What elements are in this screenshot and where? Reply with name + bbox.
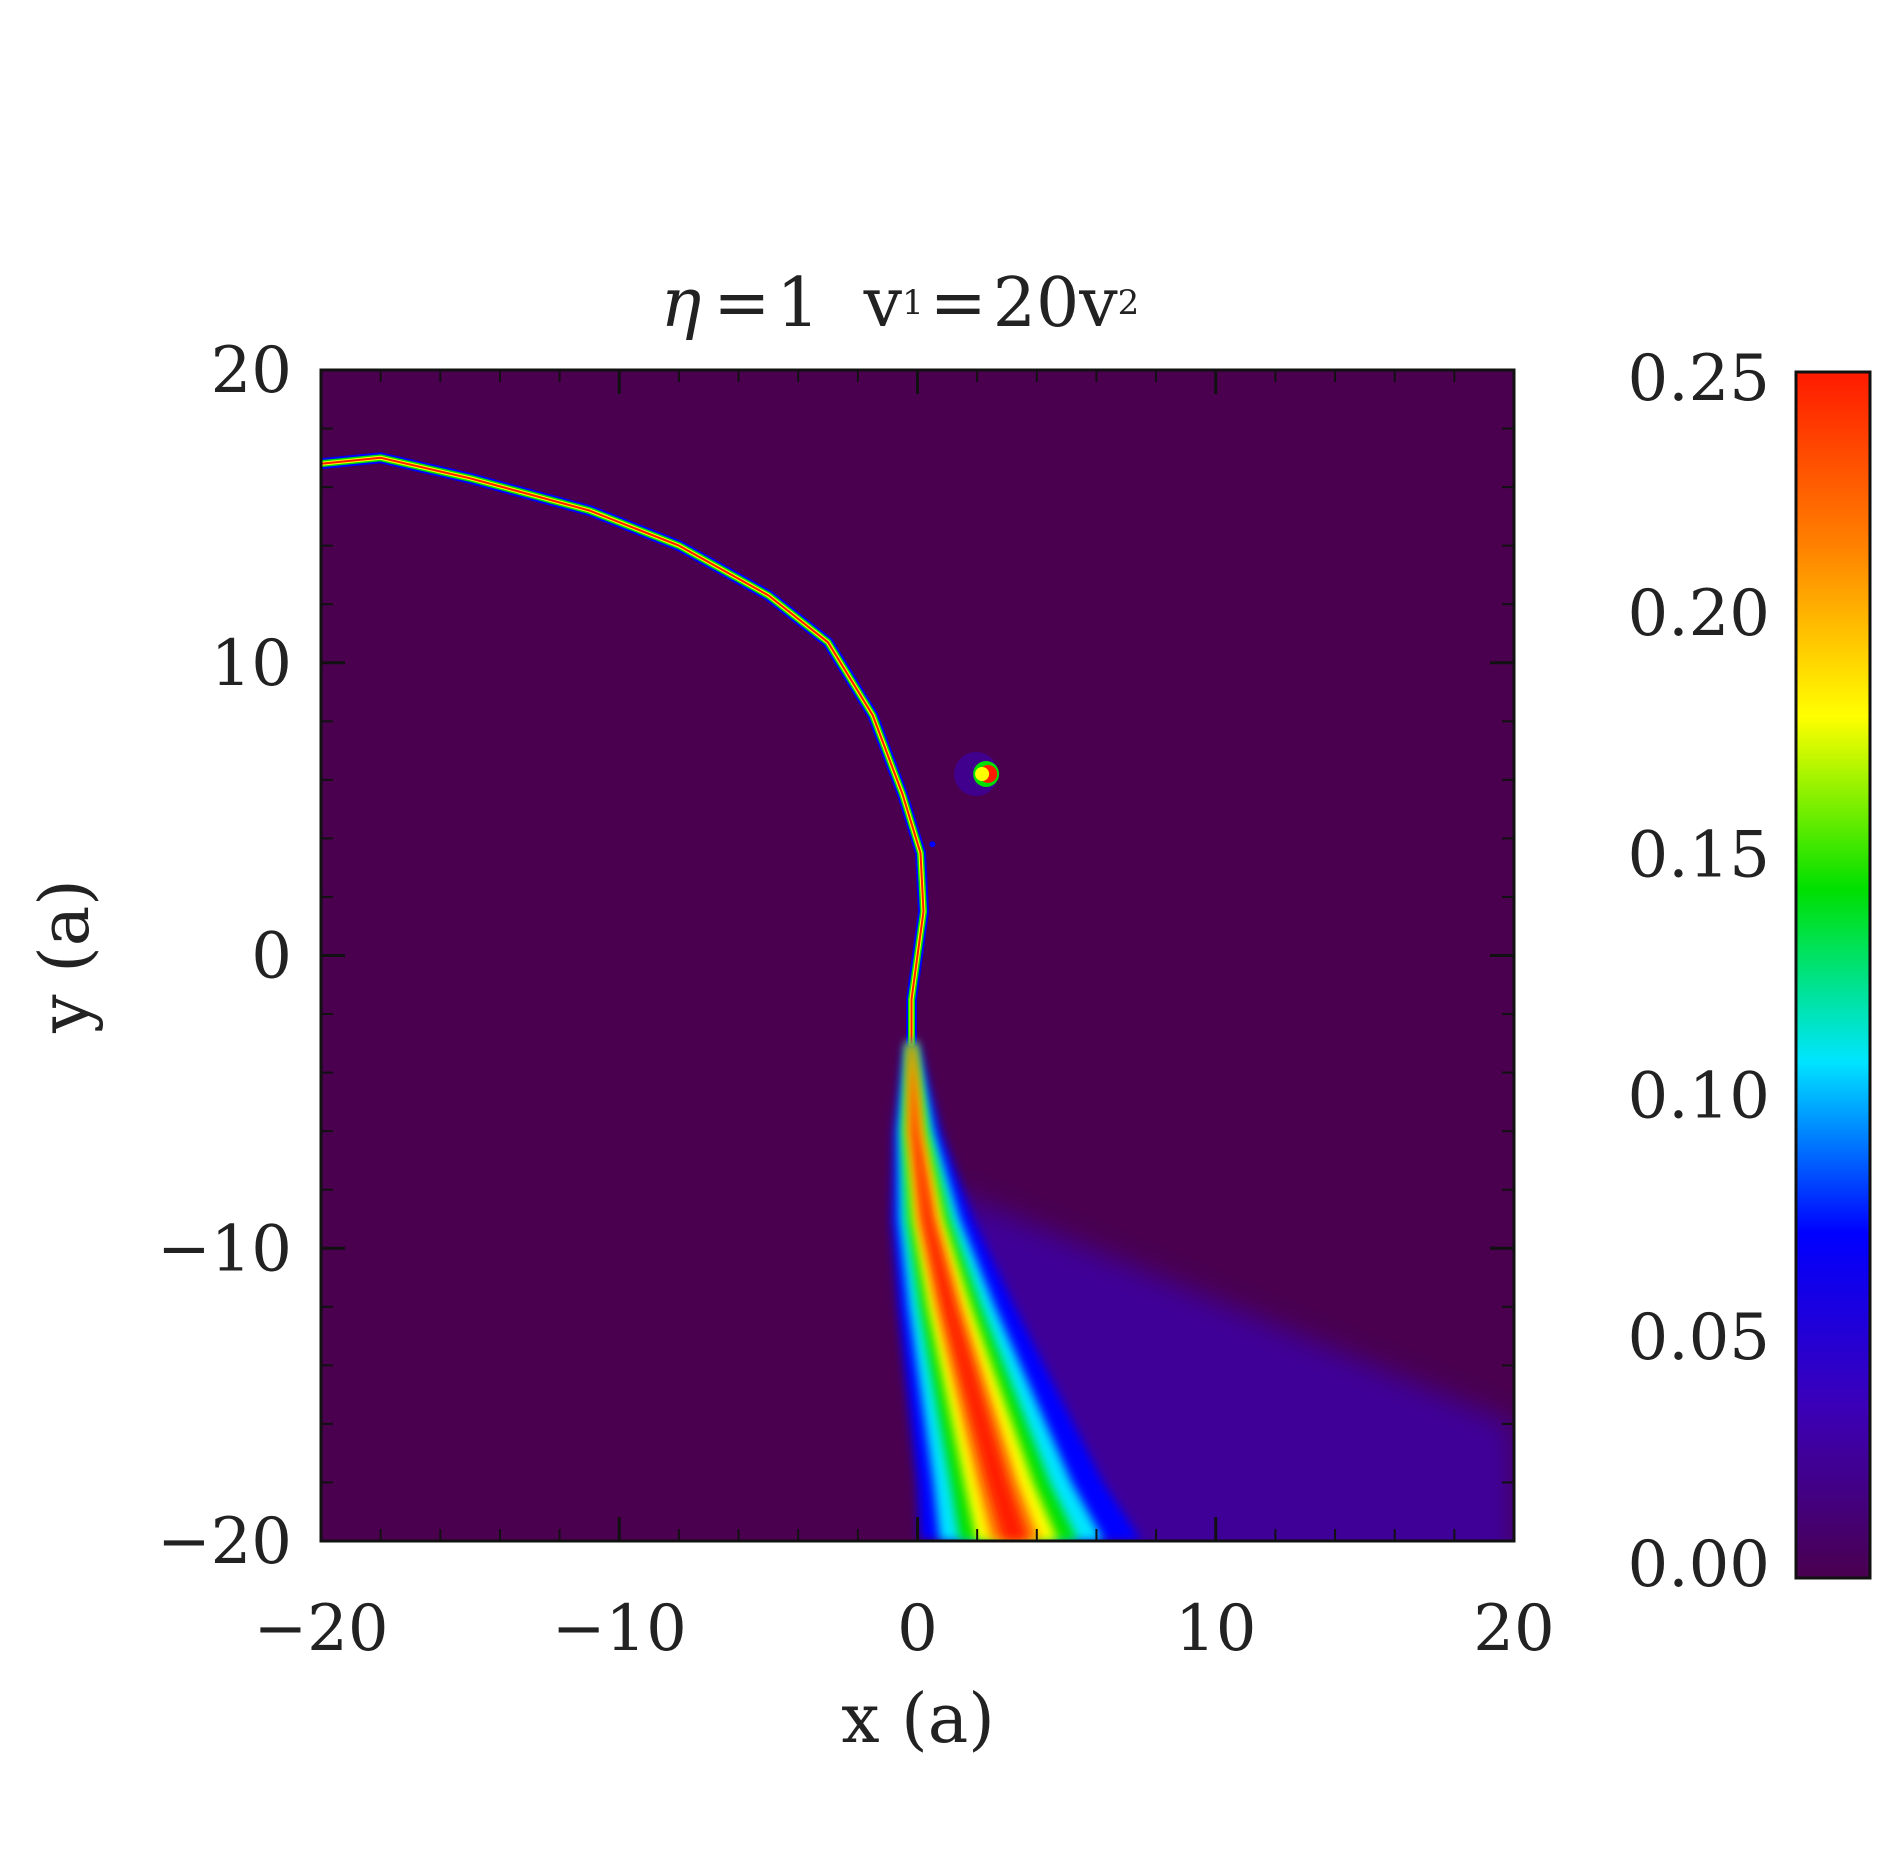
title-equals-1: = (713, 263, 771, 343)
diffuse-wake (947, 1189, 1514, 1541)
x-tick-label: 0 (897, 1592, 938, 1666)
title-equals-2: = (929, 263, 987, 343)
shock-ridge-stroke (321, 456, 925, 1045)
y-tick-label: −10 (157, 1212, 292, 1286)
title-v2-sub: 2 (1117, 283, 1140, 323)
heatmap-field (321, 452, 1514, 1541)
colorbar-labels: 0.00 0.05 0.10 0.15 0.20 0.25 (1628, 342, 1771, 1602)
colorbar-tick-label: 0.00 (1628, 1528, 1771, 1602)
title-v1: v (863, 263, 903, 343)
colorbar-tick-label: 0.25 (1628, 342, 1771, 416)
y-tick-label: 10 (211, 627, 292, 701)
companion-inner (975, 766, 990, 781)
colorbar-fill (1794, 370, 1872, 1580)
x-tick-label: −10 (552, 1592, 687, 1666)
title-v1-sub: 1 (902, 283, 924, 323)
y-tick-labels: −20 −10 0 10 20 (157, 334, 292, 1579)
title-v1-rhs: 20v (992, 263, 1118, 343)
x-tick-label: 20 (1473, 1592, 1554, 1666)
x-axis-label: x (a) (841, 1680, 995, 1759)
y-tick-label: 0 (251, 920, 292, 994)
colorbar-tick-label: 0.05 (1628, 1301, 1771, 1375)
colorbar-tick-label: 0.10 (1628, 1060, 1771, 1134)
title-eta: η (660, 263, 702, 343)
tail-band (909, 1043, 1041, 1541)
axis-ticks (319, 368, 1516, 1543)
x-tick-label: 10 (1175, 1592, 1256, 1666)
speck (929, 841, 936, 848)
colorbar-tick-label: 0.20 (1628, 577, 1771, 651)
plot-area (319, 368, 1516, 1543)
y-axis-label: y (a) (26, 879, 105, 1034)
x-tick-labels: −20 −10 0 10 20 (253, 1592, 1554, 1666)
title-eta-value: 1 (776, 263, 820, 343)
tail-band (903, 1043, 1078, 1541)
colorbar-tick-label: 0.15 (1628, 818, 1771, 892)
y-tick-label: 20 (211, 334, 292, 408)
x-tick-label: −20 (253, 1592, 388, 1666)
y-tick-label: −20 (157, 1505, 292, 1579)
colorbar: 0.00 0.05 0.10 0.15 0.20 0.25 (1628, 342, 1872, 1602)
